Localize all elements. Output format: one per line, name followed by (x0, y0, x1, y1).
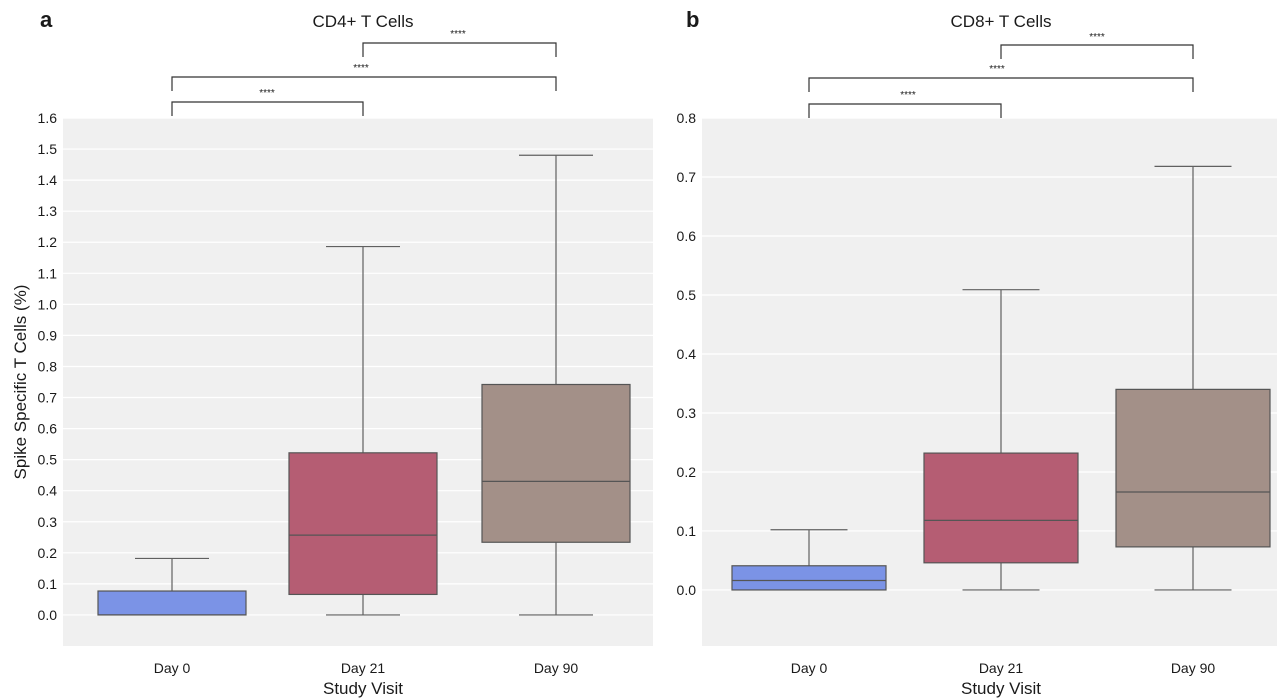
chart-title: CD4+ T Cells (313, 12, 414, 31)
panel-b: 0.0 0.1 0.2 0.3 0.4 0.5 0.6 0.7 0.8 Day 0 Day 21 Da… (677, 7, 1277, 698)
x-tick-label: Day 21 (341, 660, 386, 676)
y-tick-label: 1.6 (38, 110, 58, 126)
box-iqr (97, 590, 247, 616)
y-tick-label: 1.4 (38, 172, 58, 188)
y-tick-label: 0.2 (677, 464, 697, 480)
y-tick-label: 1.3 (38, 203, 58, 219)
box-day-0 (97, 557, 247, 616)
significance-label: **** (259, 88, 275, 99)
y-tick-label: 1.2 (38, 234, 58, 250)
x-tick-label: Day 90 (534, 660, 579, 676)
y-tick-label: 0.5 (38, 452, 58, 468)
y-tick-label: 0.0 (38, 607, 58, 623)
y-tick-label: 0.5 (677, 287, 697, 303)
box-day-90 (481, 154, 631, 616)
y-tick-label: 0.6 (677, 228, 697, 244)
y-tick-label: 0.2 (38, 545, 58, 561)
box-iqr (731, 565, 887, 591)
y-tick-label: 1.1 (38, 265, 58, 281)
significance-label: **** (900, 90, 916, 101)
y-tick-label: 0.3 (38, 514, 58, 530)
panel-a: 0.0 0.1 0.2 0.3 0.4 0.5 0.6 0.7 0.8 0.9 1.0 1.1 1.2 1… (11, 7, 653, 698)
significance-label: **** (1089, 32, 1105, 43)
y-tick-label: 0.8 (677, 110, 697, 126)
box-iqr (288, 452, 438, 596)
y-axis-label: Spike Specific T Cells (%) (11, 285, 30, 480)
y-tick-label: 0.8 (38, 358, 58, 374)
box-iqr (1115, 388, 1271, 548)
y-tick-label: 0.1 (38, 576, 58, 592)
box-iqr (481, 383, 631, 543)
y-tick-label: 0.4 (677, 346, 697, 362)
panel-label: a (40, 7, 53, 32)
significance-label: **** (989, 64, 1005, 75)
x-tick-label: Day 0 (154, 660, 191, 676)
box-day-21 (288, 245, 438, 616)
box-day-90 (1115, 165, 1271, 591)
chart-title: CD8+ T Cells (951, 12, 1052, 31)
y-tick-label: 0.7 (677, 169, 697, 185)
y-tick-label: 0.4 (38, 483, 58, 499)
y-tick-label: 0.0 (677, 582, 697, 598)
y-tick-label: 0.9 (38, 327, 58, 343)
significance-bracket (808, 77, 1194, 92)
y-tick-label: 0.1 (677, 523, 697, 539)
panel-label: b (686, 7, 699, 32)
significance-bracket (171, 76, 557, 91)
significance-bracket (808, 103, 1002, 118)
y-tick-label: 0.7 (38, 390, 58, 406)
significance-label: **** (450, 29, 466, 40)
box-day-21 (923, 289, 1079, 591)
x-axis-label: Study Visit (323, 679, 403, 698)
significance-label: **** (353, 63, 369, 74)
significance-bracket (171, 101, 364, 116)
x-axis-label: Study Visit (961, 679, 1041, 698)
x-tick-label: Day 0 (791, 660, 828, 676)
box-day-0 (731, 529, 887, 591)
y-tick-label: 0.3 (677, 405, 697, 421)
x-tick-label: Day 90 (1171, 660, 1216, 676)
y-tick-label: 1.0 (38, 296, 58, 312)
significance-bracket (1000, 44, 1194, 59)
x-tick-label: Day 21 (979, 660, 1024, 676)
y-tick-label: 1.5 (38, 141, 58, 157)
box-iqr (923, 452, 1079, 564)
y-tick-label: 0.6 (38, 421, 58, 437)
significance-bracket (362, 42, 557, 57)
